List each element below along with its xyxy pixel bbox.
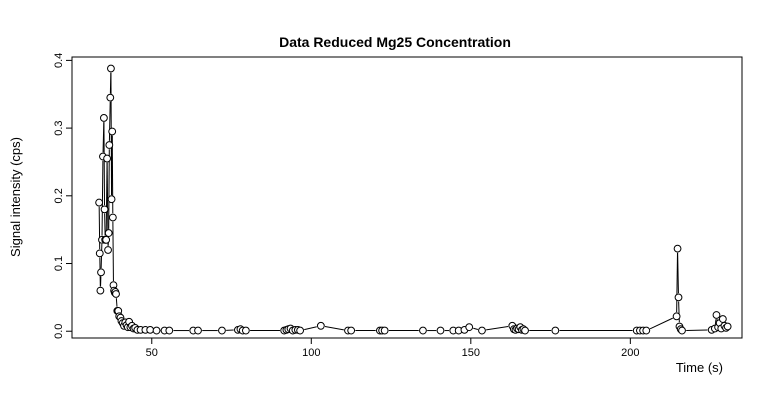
data-point [521,326,529,335]
series-segment [324,326,344,331]
data-point [723,322,732,331]
data-point [95,198,104,207]
series-segment [103,122,106,206]
data-point [107,64,115,73]
x-axis-label: Time (s) [676,360,723,375]
data-point [673,244,682,253]
chart-title: Data Reduced Mg25 Concentration [279,34,511,50]
y-tick-label: 0.4 [53,53,65,68]
x-axis: 50 100 150 200 [146,338,640,359]
data-point [96,286,105,295]
x-tick-label: 100 [302,347,320,359]
data-point [104,246,112,254]
data-point [316,321,325,330]
data-point [380,326,389,335]
y-axis-label: Signal intensity (cps) [8,137,23,257]
data-segments [98,72,723,332]
data-point [95,249,104,258]
data-point [106,93,115,102]
data-point [465,323,474,332]
series-segment [649,317,674,330]
data-point [478,326,486,335]
data-point [296,326,305,335]
series-segment [115,298,118,307]
x-tick-label: 150 [462,347,480,359]
data-point [674,293,683,302]
data-point [105,141,114,149]
data-point [672,312,681,321]
data-point [112,290,120,298]
data-point [678,326,686,335]
data-point [104,229,113,237]
data-point [642,326,651,335]
series-segment [108,149,110,229]
data-point [100,205,109,214]
data-point [436,326,445,335]
series-segment [714,319,717,325]
series-segment [473,327,479,330]
data-point [347,326,356,335]
y-tick-label: 0.0 [53,324,65,339]
data-point [108,127,117,136]
data-point [108,213,117,222]
y-tick-label: 0.2 [53,188,65,203]
y-tick-label: 0.3 [53,120,65,135]
data-point [152,326,161,335]
data-point [146,325,155,334]
data-point [165,326,174,335]
data-point [712,311,721,319]
data-point [103,154,111,163]
series-segment [108,101,111,141]
data-points [95,64,732,335]
y-axis: 0.0 0.1 0.2 0.3 0.4 [53,53,72,339]
series-segment [677,252,679,294]
series-segment [101,160,104,236]
x-tick-label: 200 [621,347,639,359]
data-point [218,326,226,335]
data-point [241,326,250,335]
y-tick-label: 0.1 [53,256,65,271]
plot-frame [71,56,743,339]
data-point [100,114,108,122]
data-point [107,195,116,204]
data-point [97,268,105,277]
data-point [419,326,427,335]
data-point [551,326,560,335]
series-segment [304,326,317,331]
series-segment [112,221,114,281]
data-point [718,315,727,323]
x-tick-label: 50 [146,347,158,359]
series-segment [486,325,509,331]
data-point [194,326,202,335]
data-point [102,235,111,244]
